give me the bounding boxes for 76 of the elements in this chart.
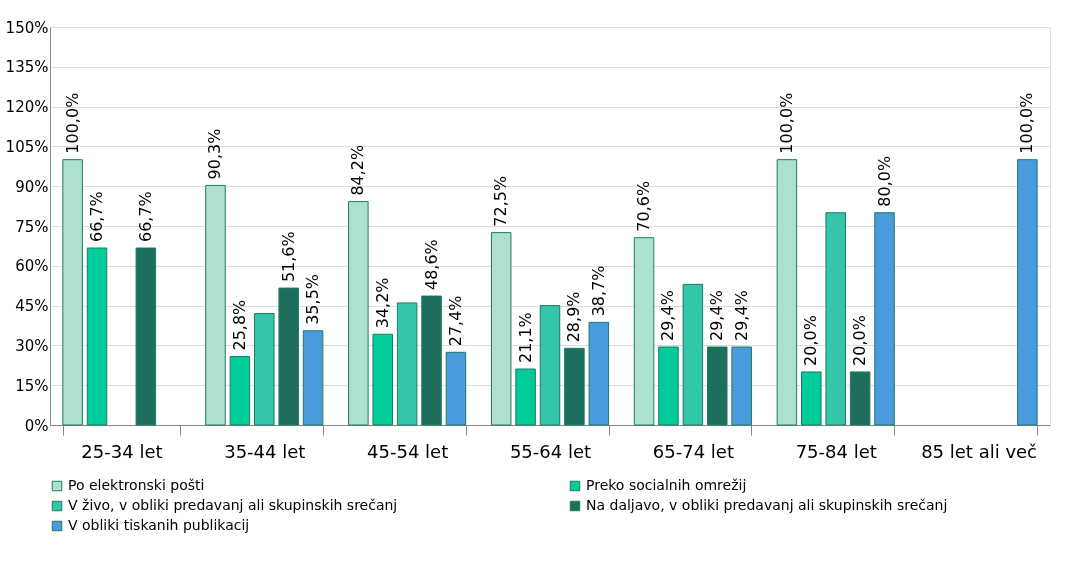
- bar: [1017, 159, 1038, 426]
- x-tick-label: 45-54 let: [367, 440, 449, 462]
- y-tick-label: 0%: [24, 416, 49, 435]
- bar: [229, 356, 251, 426]
- bar: [588, 321, 610, 426]
- bar: [658, 346, 679, 426]
- data-label: 51,6%: [278, 231, 298, 283]
- bar: [254, 313, 275, 426]
- bar: [682, 283, 704, 426]
- data-label: 72,5%: [491, 175, 511, 227]
- bar: [490, 232, 512, 426]
- data-label: 38,7%: [588, 265, 608, 317]
- data-label: 90,3%: [205, 128, 225, 180]
- bar: [348, 201, 369, 426]
- legend-label: Po elektronski pošti: [68, 477, 205, 493]
- data-label: 66,7%: [87, 191, 107, 243]
- y-tick-label: 150%: [5, 18, 49, 37]
- bar: [515, 368, 536, 426]
- bar: [849, 371, 871, 426]
- y-tick-label: 75%: [15, 217, 49, 236]
- y-tick-label: 105%: [5, 137, 49, 156]
- x-tick-label: 25-34 let: [81, 440, 163, 462]
- y-tick-label: 45%: [15, 297, 49, 316]
- data-label: 66,7%: [135, 191, 155, 243]
- bar: [445, 351, 467, 426]
- data-label: 21,1%: [515, 312, 535, 364]
- x-tick-label: 85 let ali več: [921, 440, 1037, 462]
- y-tick-label: 120%: [5, 98, 49, 117]
- bar: [205, 184, 226, 426]
- bar: [62, 159, 83, 426]
- bar: [421, 295, 442, 426]
- bar: [707, 346, 728, 426]
- data-label: 100,0%: [62, 92, 82, 154]
- data-label: 100,0%: [1017, 92, 1037, 154]
- x-tick-label: 75-84 let: [795, 440, 877, 462]
- bar: [776, 159, 798, 426]
- legend-label: V obliki tiskanih publikacij: [68, 517, 250, 533]
- data-label: 34,2%: [372, 277, 392, 329]
- bar: [731, 346, 752, 426]
- x-tick-label: 65-74 let: [652, 440, 734, 462]
- y-tick-label: 60%: [15, 257, 49, 276]
- bar: [825, 212, 846, 426]
- legend-label: Preko socialnih omrežij: [586, 477, 747, 493]
- data-label: 84,2%: [348, 144, 368, 196]
- data-label: 27,4%: [445, 295, 465, 347]
- data-label: 70,6%: [634, 180, 654, 232]
- bar: [539, 305, 561, 426]
- bar: [874, 212, 895, 426]
- data-label: 28,9%: [564, 291, 584, 343]
- bar: [396, 302, 418, 426]
- data-label: 35,5%: [303, 273, 323, 325]
- bar: [801, 371, 822, 426]
- data-label: 25,8%: [229, 299, 249, 351]
- data-label: 29,4%: [731, 290, 751, 341]
- bar: [564, 347, 585, 426]
- data-label: 29,4%: [707, 290, 727, 341]
- y-tick-label: 90%: [15, 177, 49, 196]
- legend-label: Na daljavo, v obliki predavanj ali skupinskih srečanj: [586, 497, 948, 513]
- bar: [372, 333, 393, 426]
- data-label: 100,0%: [776, 92, 796, 154]
- data-label: 20,0%: [850, 315, 870, 366]
- y-tick-label: 135%: [5, 58, 49, 77]
- bar: [633, 237, 655, 426]
- bar: [302, 330, 324, 426]
- bar: [278, 287, 299, 426]
- y-tick-label: 30%: [15, 336, 49, 355]
- x-tick-label: 55-64 let: [509, 440, 592, 462]
- data-label: 80,0%: [874, 155, 894, 207]
- bar: [86, 247, 108, 426]
- data-label: 29,4%: [658, 290, 678, 341]
- y-tick-label: 15%: [15, 376, 49, 395]
- data-label: 48,6%: [421, 239, 441, 291]
- legend-label: V živo, v obliki predavanj ali skupinskih srečanj: [68, 497, 398, 513]
- x-tick-label: 35-44 let: [224, 440, 306, 462]
- data-label: 20,0%: [801, 315, 821, 366]
- bar: [135, 247, 157, 426]
